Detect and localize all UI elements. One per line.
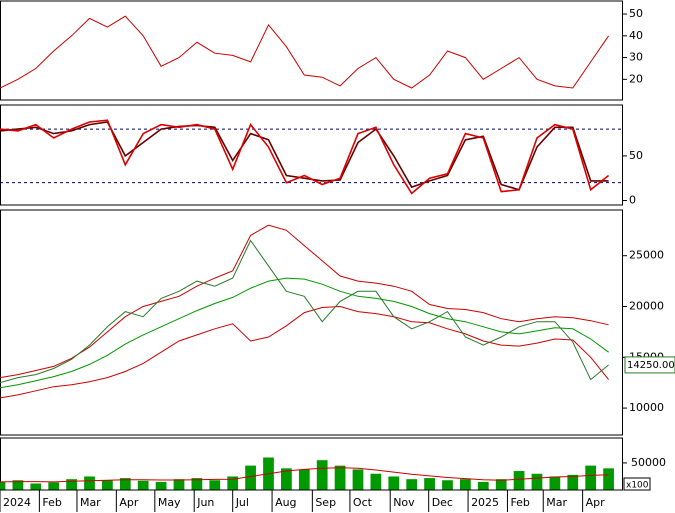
volume-bar: [316, 460, 328, 490]
x-tick-label: Mar: [546, 496, 567, 509]
x-tick-label: Dec: [432, 496, 453, 509]
x-tick-label: Apr: [586, 496, 606, 509]
volume-bar: [119, 478, 131, 490]
volume-bar: [0, 481, 6, 490]
y-tick-label: 0: [629, 194, 636, 207]
x-tick-label: Nov: [393, 496, 415, 509]
x-tick-label: Feb: [42, 496, 61, 509]
x-tick-label: Sep: [315, 496, 336, 509]
series-line: [0, 121, 609, 191]
series-line: [0, 277, 609, 389]
series-line: [0, 15, 610, 89]
volume-bar: [84, 476, 95, 490]
unit-box: [623, 477, 651, 491]
x-tick-label: Feb: [510, 496, 529, 509]
panel-frame: [0, 0, 623, 101]
y-tick-label: 20: [629, 72, 643, 85]
volume-bar: [209, 480, 221, 490]
volume-bar: [370, 473, 382, 490]
x-tick-label: Jun: [196, 496, 214, 509]
volume-bar: [477, 481, 489, 490]
panel-frame: [0, 104, 623, 206]
volume-bar: [298, 469, 310, 490]
x-tick-label: Mar: [80, 496, 101, 509]
volume-bar: [388, 476, 400, 490]
volume-bar: [460, 479, 471, 490]
x-tick-label: Aug: [275, 496, 296, 509]
volume-bar: [495, 479, 507, 490]
volume-bar: [352, 469, 364, 490]
volume-bar: [191, 478, 203, 490]
volume-bar: [48, 482, 60, 490]
x-tick-label: Jul: [235, 496, 249, 509]
volume-bar: [531, 473, 543, 490]
volume-bar: [585, 465, 597, 490]
x-tick-label: Oct: [353, 496, 373, 509]
volume-bar: [173, 479, 185, 490]
series-line: [0, 239, 609, 384]
volume-bar: [66, 479, 77, 490]
x-tick-label: 2025: [471, 496, 499, 509]
volume-bar: [334, 465, 346, 490]
x-tick-label: 2024: [3, 496, 31, 509]
volume-bar: [102, 480, 113, 490]
volume-bar: [137, 480, 149, 490]
volume-bar: [424, 478, 435, 490]
y-tick-label: 50: [629, 149, 643, 162]
volume-bar: [406, 479, 418, 490]
panel-frame: [0, 209, 623, 436]
volume-bar: [227, 476, 239, 490]
x-tick-label: May: [158, 496, 181, 509]
y-tick-label: 40: [629, 29, 643, 42]
volume-bar: [155, 481, 167, 490]
x-tick-label: Apr: [119, 496, 139, 509]
volume-bar: [245, 465, 256, 490]
y-tick-label: 50000: [631, 456, 666, 469]
series-line: [0, 119, 610, 195]
last-price-box: [624, 356, 675, 374]
volume-bar: [567, 474, 579, 490]
last-price-label: 14250.00: [627, 360, 675, 371]
y-tick-label: 20000: [629, 300, 664, 313]
volume-bar: [30, 483, 42, 490]
volume-bar: [12, 480, 24, 490]
volume-bar: [281, 468, 292, 490]
unit-label: x100: [626, 481, 649, 491]
y-tick-label: 25000: [629, 249, 664, 262]
volume-bar: [513, 471, 525, 490]
y-tick-label: 30: [629, 51, 643, 64]
y-tick-label: 50: [629, 7, 643, 20]
series-line: [0, 224, 609, 379]
series-line: [0, 467, 609, 483]
volume-bar: [603, 468, 614, 490]
series-line: [0, 305, 609, 399]
y-tick-label: 10000: [629, 401, 664, 414]
volume-bar: [442, 480, 453, 490]
volume-bar: [549, 476, 561, 490]
